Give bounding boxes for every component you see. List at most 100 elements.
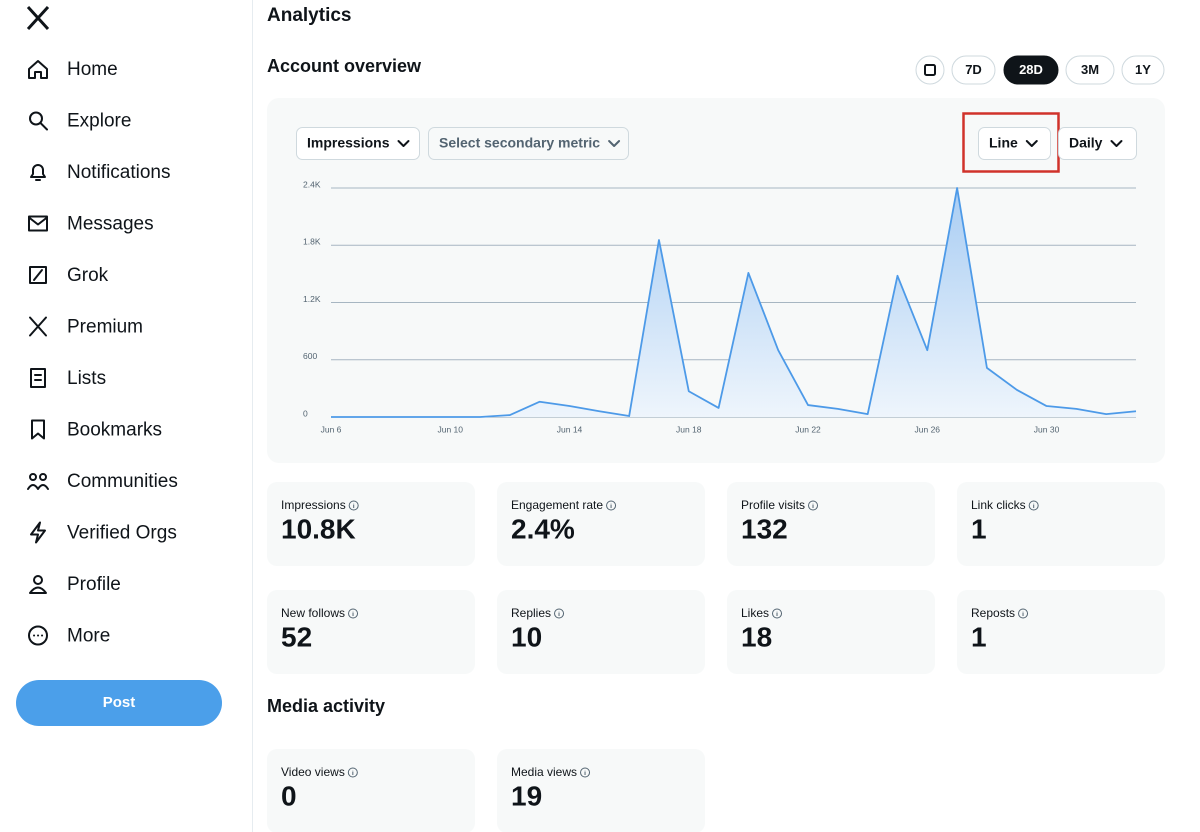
stat-card [727, 482, 935, 566]
range-button[interactable] [1003, 55, 1059, 85]
stat-value: 2.4% [511, 513, 575, 544]
dropdown-label: Daily [1069, 135, 1103, 151]
nav-icon [29, 316, 47, 337]
range-button[interactable] [1065, 55, 1115, 85]
range-label: 3M [1081, 62, 1099, 77]
line [331, 187, 1137, 418]
nav-label: Explore [67, 111, 131, 132]
stat-card [497, 749, 705, 832]
stat-card [957, 482, 1165, 566]
range-button[interactable] [951, 55, 996, 85]
nav-icon [28, 60, 48, 79]
nav-icon [30, 368, 46, 388]
media-title: Media activity [267, 696, 385, 716]
stat-label: Likes [741, 606, 769, 620]
stat-value: 52 [281, 621, 312, 652]
y-tick-label: 1.2K [303, 294, 321, 304]
stat-card [727, 590, 935, 674]
dropdown[interactable] [428, 127, 629, 160]
stat-label: New follows [281, 606, 345, 620]
nav-icon [28, 625, 48, 646]
chevron [1025, 140, 1038, 147]
calendar-button[interactable] [915, 55, 945, 85]
stat-label: Replies [511, 606, 551, 620]
stat-label: Video views [281, 765, 345, 779]
stat-value: 1 [971, 513, 987, 544]
nav-label: Notifications [67, 162, 171, 183]
stat-card [497, 482, 705, 566]
nav-item[interactable] [16, 356, 236, 400]
range-label: 28D [1019, 62, 1043, 77]
nav-label: Messages [67, 214, 154, 235]
info-icon [772, 608, 783, 619]
info-icon [347, 767, 358, 778]
area [331, 188, 1136, 417]
chevron [1110, 140, 1123, 147]
section-title: Account overview [267, 56, 422, 76]
stat-value: 1 [971, 621, 987, 652]
dropdown-label: Select secondary metric [439, 135, 600, 151]
nav-icon [29, 575, 47, 594]
x-tick-label: Jun 22 [795, 424, 821, 434]
nav-label: Premium [67, 317, 143, 338]
post-label: Post [103, 694, 136, 711]
nav-icon [30, 521, 46, 544]
stat-value: 10.8K [281, 513, 356, 544]
info-icon [348, 500, 359, 511]
nav-item[interactable] [16, 47, 236, 91]
stat-label: Impressions [281, 498, 346, 512]
stat-value: 19 [511, 780, 542, 811]
x-tick-label: Jun 10 [437, 424, 463, 434]
stat-label: Media views [511, 765, 577, 779]
page-title: Analytics [267, 5, 351, 26]
nav-icon [31, 419, 45, 440]
dropdown[interactable] [296, 127, 420, 160]
x-tick-label: Jun 30 [1034, 424, 1060, 434]
stat-label: Reposts [971, 606, 1015, 620]
nav-item[interactable] [16, 253, 236, 297]
dropdown-label: Impressions [307, 135, 390, 151]
info-icon [580, 767, 591, 778]
info-icon [1028, 500, 1039, 511]
y-tick-label: 2.4K [303, 179, 321, 189]
nav-item[interactable] [16, 614, 236, 658]
stat-label: Profile visits [741, 498, 805, 512]
y-tick-label: 0 [303, 408, 308, 418]
nav-label: Lists [67, 368, 106, 389]
stat-value: 132 [741, 513, 788, 544]
dropdown[interactable] [978, 127, 1051, 160]
range-label: 7D [965, 62, 982, 77]
x-tick-label: Jun 14 [557, 424, 583, 434]
nav-icon [29, 266, 47, 284]
x-tick-label: Jun 26 [915, 424, 941, 434]
nav-label: Profile [67, 574, 121, 595]
info-icon [808, 500, 819, 511]
info-icon [348, 608, 359, 619]
post-button[interactable] [16, 680, 222, 726]
stat-card [267, 590, 475, 674]
stat-label: Link clicks [971, 498, 1026, 512]
nav-icon [30, 164, 46, 181]
info-icon [554, 608, 565, 619]
range-button[interactable] [1121, 55, 1165, 85]
nav-label: Grok [67, 265, 109, 286]
stat-card [497, 590, 705, 674]
dropdown[interactable] [1058, 127, 1137, 160]
nav-label: Communities [67, 471, 178, 492]
stat-value: 10 [511, 621, 542, 652]
x-logo [26, 5, 50, 31]
stat-card [267, 482, 475, 566]
nav-icon [27, 473, 49, 490]
nav-label: Verified Orgs [67, 523, 177, 544]
nav-icon [29, 111, 48, 131]
nav-label: Home [67, 59, 118, 80]
nav-label: Bookmarks [67, 420, 162, 441]
y-tick-label: 1.8K [303, 237, 321, 247]
nav-item[interactable] [16, 562, 236, 606]
chevron [608, 140, 621, 147]
stat-card [267, 749, 475, 832]
x-tick-label: Jun 18 [676, 424, 702, 434]
stat-value: 0 [281, 780, 297, 811]
info-icon [1018, 608, 1029, 619]
